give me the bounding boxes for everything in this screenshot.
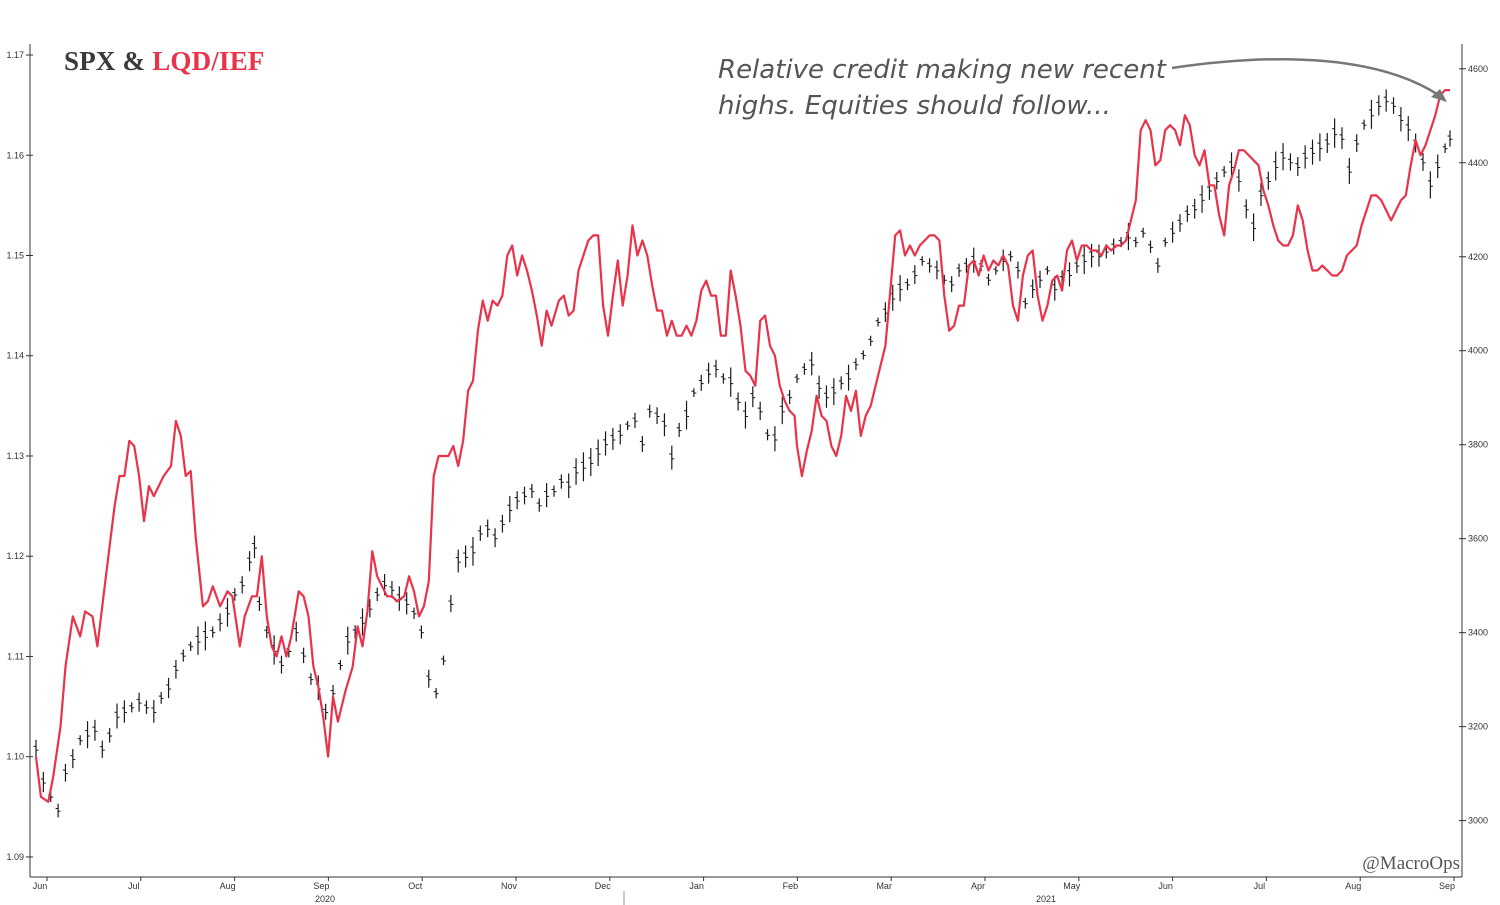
title-spx: SPX & — [64, 46, 153, 76]
left-tick-label: 1.14 — [6, 351, 24, 361]
title-lqd-ief: LQD/IEF — [152, 46, 265, 76]
month-label: Mar — [876, 881, 892, 891]
left-tick-label: 1.11 — [7, 651, 24, 661]
month-label: May — [1063, 881, 1081, 891]
month-label: Jun — [1158, 881, 1173, 891]
chart-title: SPX & LQD/IEF — [64, 46, 265, 77]
month-label: Jun — [33, 881, 48, 891]
annotation-text: Relative credit making new recent highs.… — [718, 52, 1166, 124]
right-tick-label: 4600 — [1468, 64, 1488, 74]
right-tick-label: 4200 — [1468, 252, 1488, 262]
annotation-line-2: highs. Equities should follow... — [718, 91, 1111, 121]
annotation-arrow-head — [1431, 89, 1447, 102]
month-label: Aug — [1345, 881, 1361, 891]
left-tick-label: 1.12 — [6, 551, 24, 561]
left-tick-label: 1.10 — [6, 752, 24, 762]
lqd-ief-series-line — [34, 89, 1450, 803]
year-label: 2020 — [315, 894, 335, 904]
left-tick-label: 1.17 — [6, 50, 24, 60]
annotation-arrow — [1171, 57, 1441, 98]
month-label: Dec — [595, 881, 612, 891]
right-tick-label: 3800 — [1468, 440, 1488, 450]
right-tick-label: 3400 — [1468, 628, 1488, 638]
right-tick-label: 4000 — [1468, 346, 1488, 356]
left-tick-label: 1.13 — [6, 451, 24, 461]
month-label: Sep — [1439, 881, 1455, 891]
month-label: Jan — [689, 881, 704, 891]
right-tick-label: 4400 — [1468, 158, 1488, 168]
right-tick-label: 3200 — [1468, 722, 1488, 732]
credit-label: @MacroOps — [1362, 853, 1460, 874]
year-label: 2021 — [1036, 894, 1056, 904]
month-label: Jul — [1254, 881, 1266, 891]
month-label: Jul — [128, 881, 140, 891]
axes-layer: 1.09 1.10 1.11 1.12 1.13 1.14 1.15 1.16 1.17 3000… — [6, 44, 1488, 905]
right-tick-label: 3000 — [1468, 816, 1488, 826]
month-label: Aug — [220, 881, 236, 891]
left-tick-label: 1.15 — [6, 250, 24, 260]
month-label: Oct — [408, 881, 423, 891]
right-tick-label: 3600 — [1468, 534, 1488, 544]
month-label: Feb — [783, 881, 799, 891]
left-tick-label: 1.16 — [6, 150, 24, 160]
month-label: Apr — [971, 881, 985, 891]
left-tick-label: 1.09 — [6, 852, 24, 862]
month-label: Sep — [313, 881, 329, 891]
annotation-line-1: Relative credit making new recent — [718, 55, 1166, 85]
spx-series — [33, 89, 1453, 818]
month-label: Nov — [501, 881, 518, 891]
